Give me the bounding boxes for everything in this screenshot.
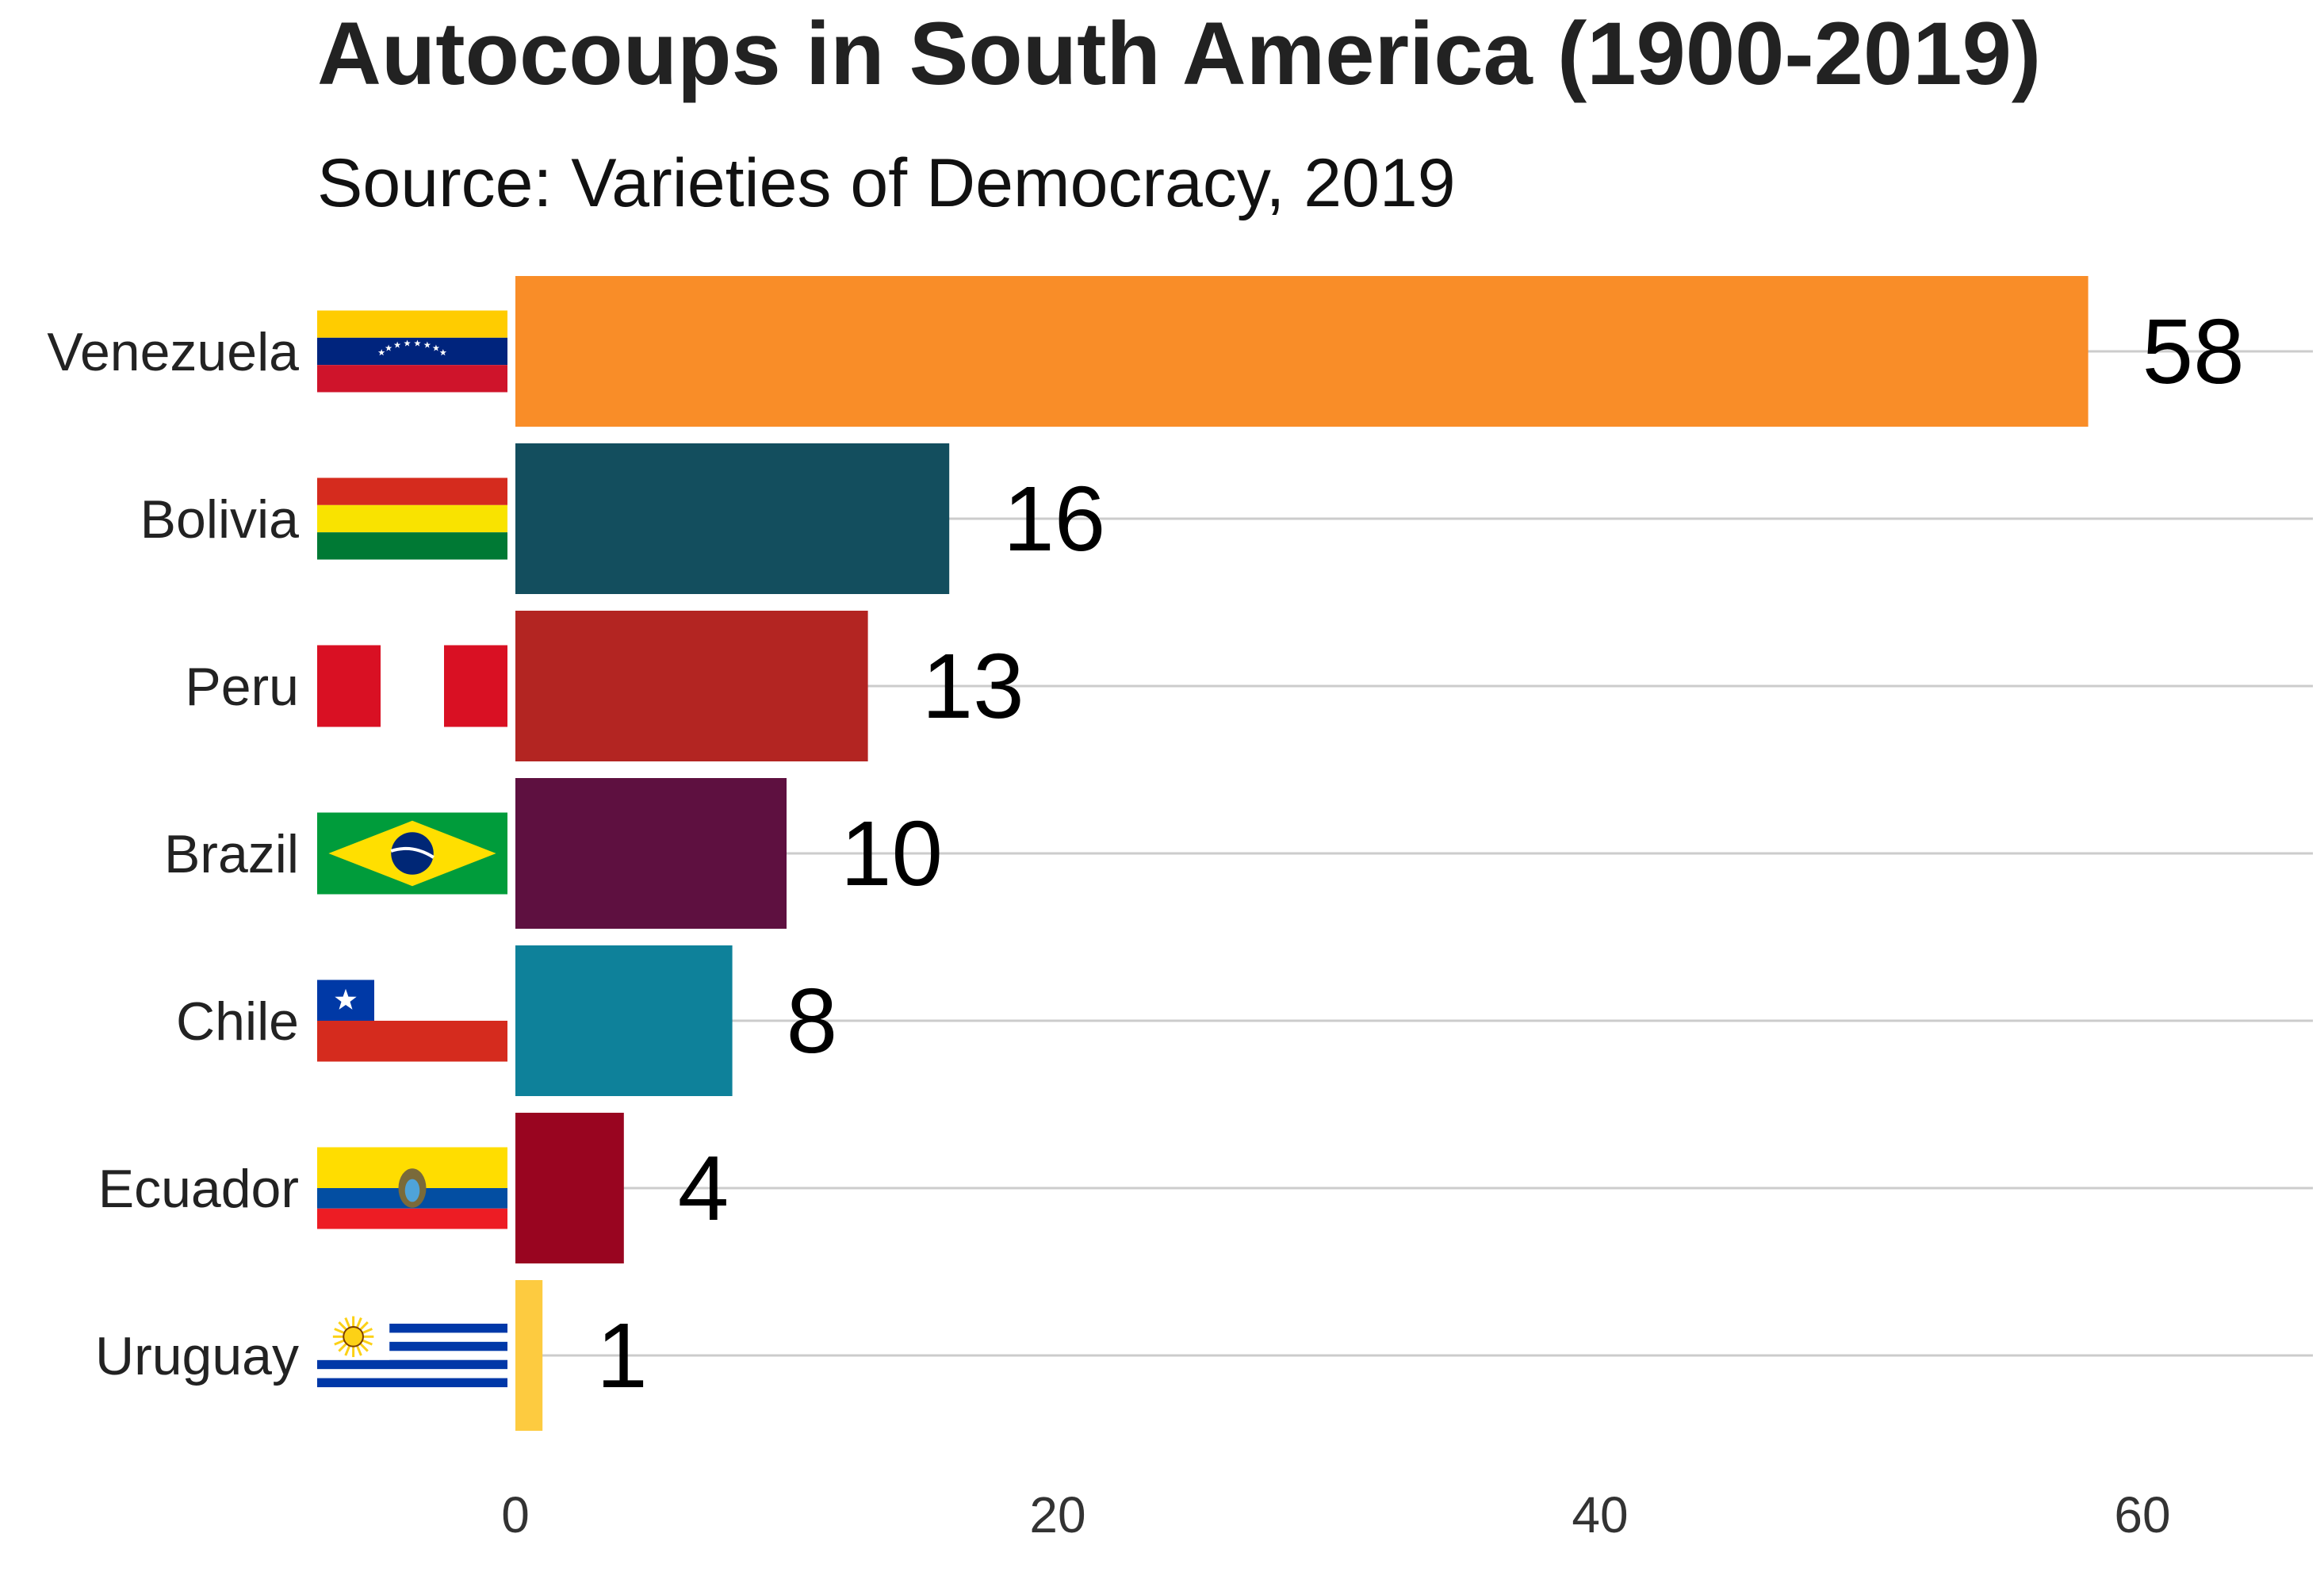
flag-star bbox=[404, 339, 411, 347]
chart-title: Autocoups in South America (1900-2019) bbox=[317, 4, 2041, 103]
flag-stripe bbox=[317, 1341, 507, 1351]
flag-sun-ray bbox=[344, 1317, 351, 1328]
flag-star bbox=[385, 344, 392, 351]
flag-star bbox=[377, 349, 385, 356]
bar-ecuador bbox=[515, 1113, 624, 1263]
flag-stripe bbox=[317, 1208, 507, 1229]
x-axis: 0 20 40 60 bbox=[501, 1486, 2170, 1543]
flag-sun-ray bbox=[338, 1321, 347, 1331]
flag-sun-ray bbox=[334, 1339, 345, 1346]
flag-star bbox=[393, 341, 401, 348]
flag-emblem-shield bbox=[404, 1179, 420, 1202]
flag-star bbox=[414, 339, 421, 347]
flag-stripe bbox=[381, 645, 444, 727]
value-label-brazil: 10 bbox=[840, 802, 943, 905]
category-label-venezuela: Venezuela bbox=[47, 322, 299, 382]
flag-stripe bbox=[317, 1378, 507, 1388]
x-tick-label: 40 bbox=[1572, 1486, 1628, 1543]
brazil-flag-icon bbox=[317, 812, 507, 895]
flag-globe bbox=[391, 832, 434, 875]
flag-sun-ray bbox=[355, 1345, 362, 1356]
peru-flag-icon bbox=[317, 645, 507, 727]
flag-stripe bbox=[317, 365, 507, 393]
value-label-uruguay: 1 bbox=[596, 1304, 648, 1407]
flag-stripe bbox=[317, 477, 507, 505]
flag-stripe bbox=[317, 1359, 507, 1370]
bar-brazil bbox=[515, 778, 787, 929]
value-label-bolivia: 16 bbox=[1003, 467, 1105, 570]
bar-peru bbox=[515, 611, 868, 761]
chart-subtitle: Source: Varieties of Democracy, 2019 bbox=[317, 145, 1456, 221]
flag-sun-ray bbox=[362, 1328, 373, 1334]
value-label-chile: 8 bbox=[787, 969, 838, 1072]
x-tick-label: 20 bbox=[1029, 1486, 1085, 1543]
flags bbox=[317, 310, 507, 1397]
flag-sun-ray bbox=[359, 1342, 369, 1352]
flag-stripe bbox=[317, 1323, 507, 1333]
flag-sun-ray bbox=[334, 1328, 345, 1334]
category-label-ecuador: Ecuador bbox=[98, 1159, 299, 1219]
value-label-ecuador: 4 bbox=[678, 1137, 729, 1240]
flag-stripe bbox=[317, 645, 381, 727]
flag-stripe bbox=[317, 532, 507, 560]
flag-sun-ray bbox=[359, 1321, 369, 1331]
uruguay-flag-icon bbox=[317, 1314, 507, 1397]
flag-star bbox=[335, 988, 357, 1010]
bar-chile bbox=[515, 945, 733, 1096]
value-label-peru: 13 bbox=[922, 634, 1024, 738]
category-label-peru: Peru bbox=[185, 657, 299, 717]
venezuela-flag-icon bbox=[317, 310, 507, 393]
category-label-uruguay: Uruguay bbox=[95, 1326, 299, 1386]
flag-stripe bbox=[317, 1021, 507, 1062]
flag-stripe bbox=[317, 504, 507, 533]
flag-stripe bbox=[317, 310, 507, 338]
x-tick-label: 60 bbox=[2114, 1486, 2170, 1543]
flag-sun-ray bbox=[338, 1342, 347, 1352]
x-tick-label: 0 bbox=[501, 1486, 530, 1543]
chile-flag-icon bbox=[317, 980, 507, 1062]
category-label-brazil: Brazil bbox=[164, 824, 299, 884]
bar-venezuela bbox=[515, 276, 2089, 427]
category-label-chile: Chile bbox=[176, 991, 299, 1052]
flag-sun-ray bbox=[362, 1339, 373, 1346]
ecuador-flag-icon bbox=[317, 1147, 507, 1229]
flag-stripe bbox=[444, 645, 507, 727]
flag-star bbox=[439, 349, 447, 356]
bars bbox=[515, 276, 2089, 1431]
flag-sun bbox=[343, 1325, 364, 1348]
flag-sun-ray bbox=[344, 1345, 351, 1356]
flag-star bbox=[423, 341, 431, 348]
value-label-venezuela: 58 bbox=[2142, 300, 2245, 403]
flag-star bbox=[432, 344, 440, 351]
labels: 58 Venezuela 16 Bolivia 13 Peru 10 Brazil 8 Chile… bbox=[47, 300, 2244, 1407]
flag-sun-ray bbox=[355, 1317, 362, 1328]
bar-bolivia bbox=[515, 443, 950, 594]
flag-band bbox=[390, 846, 435, 859]
flag-stripe bbox=[317, 337, 507, 366]
bar-uruguay bbox=[515, 1280, 543, 1431]
category-label-bolivia: Bolivia bbox=[140, 489, 299, 550]
bolivia-flag-icon bbox=[317, 477, 507, 560]
